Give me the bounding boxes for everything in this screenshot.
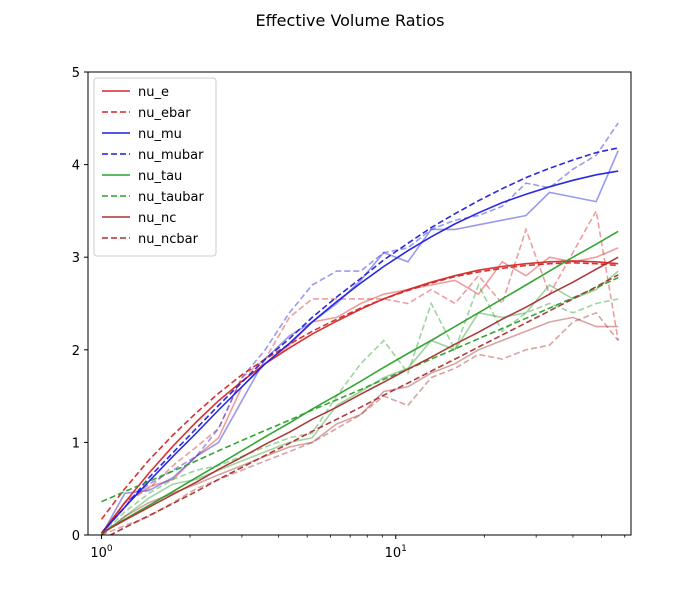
y-tick-label: 1 — [72, 436, 80, 451]
legend-item-nu-taubar: nu_taubar — [102, 190, 204, 205]
legend-label: nu_ncbar — [138, 232, 199, 247]
series-nu-mu-raw-line — [100, 150, 619, 535]
legend-label: nu_tau — [138, 169, 182, 184]
legend-item-nu-ebar: nu_ebar — [102, 106, 191, 121]
legend-item-nu-nc: nu_nc — [102, 211, 176, 226]
series-nu-ncbar-fit-line — [108, 274, 619, 535]
legend-item-nu-ncbar: nu_ncbar — [102, 232, 199, 247]
y-tick-label: 4 — [72, 159, 80, 174]
legend-box — [93, 77, 217, 257]
series-nu-mubar-raw-line — [100, 122, 619, 535]
fit-series-layer — [100, 147, 619, 535]
series-nu-ncbar-raw-line — [101, 311, 619, 535]
legend-label: nu_mubar — [138, 148, 204, 163]
series-nu-tau-fit-line — [101, 230, 619, 534]
legend-item-nu-tau: nu_tau — [102, 169, 182, 184]
series-nu-mubar-fit-line — [100, 147, 619, 534]
series-nu-ebar-fit-line — [100, 261, 619, 520]
y-tick-label: 5 — [72, 66, 80, 81]
legend-label: nu_mu — [138, 127, 182, 142]
legend-item-nu-e: nu_e — [102, 85, 169, 100]
y-tick-label: 3 — [72, 251, 80, 266]
series-nu-nc-fit-line — [101, 256, 619, 534]
legend-item-nu-mu: nu_mu — [102, 127, 182, 142]
legend: nu_e nu_ebar nu_mu nu_mubar nu_tau nu_taubarn… — [93, 77, 217, 257]
legend-label: nu_nc — [138, 211, 176, 226]
axes-layer: 0 1 2 3 4 5 100 101 — [72, 66, 626, 561]
series-nu-taubar-raw-line — [100, 282, 619, 535]
legend-label: nu_taubar — [138, 190, 204, 205]
x-tick-label: 101 — [385, 544, 407, 561]
series-nu-nc-raw-line — [101, 316, 619, 535]
series-nu-mu-fit-line — [100, 170, 619, 534]
legend-label: nu_ebar — [138, 106, 191, 121]
chart-title: Effective Volume Ratios — [256, 11, 445, 30]
series-nu-taubar-fit-line — [101, 276, 619, 503]
y-tick-label: 2 — [72, 344, 80, 359]
y-tick-label: 0 — [72, 529, 80, 544]
series-nu-ebar-raw-line — [100, 208, 619, 535]
series-nu-tau-raw-line — [101, 270, 619, 535]
legend-label: nu_e — [138, 85, 169, 100]
raw-series-layer — [100, 122, 619, 535]
series-nu-e-fit-line — [100, 260, 619, 534]
x-tick-label: 100 — [90, 544, 113, 561]
plot-frame — [87, 71, 632, 536]
legend-item-nu-mubar: nu_mubar — [102, 148, 204, 163]
